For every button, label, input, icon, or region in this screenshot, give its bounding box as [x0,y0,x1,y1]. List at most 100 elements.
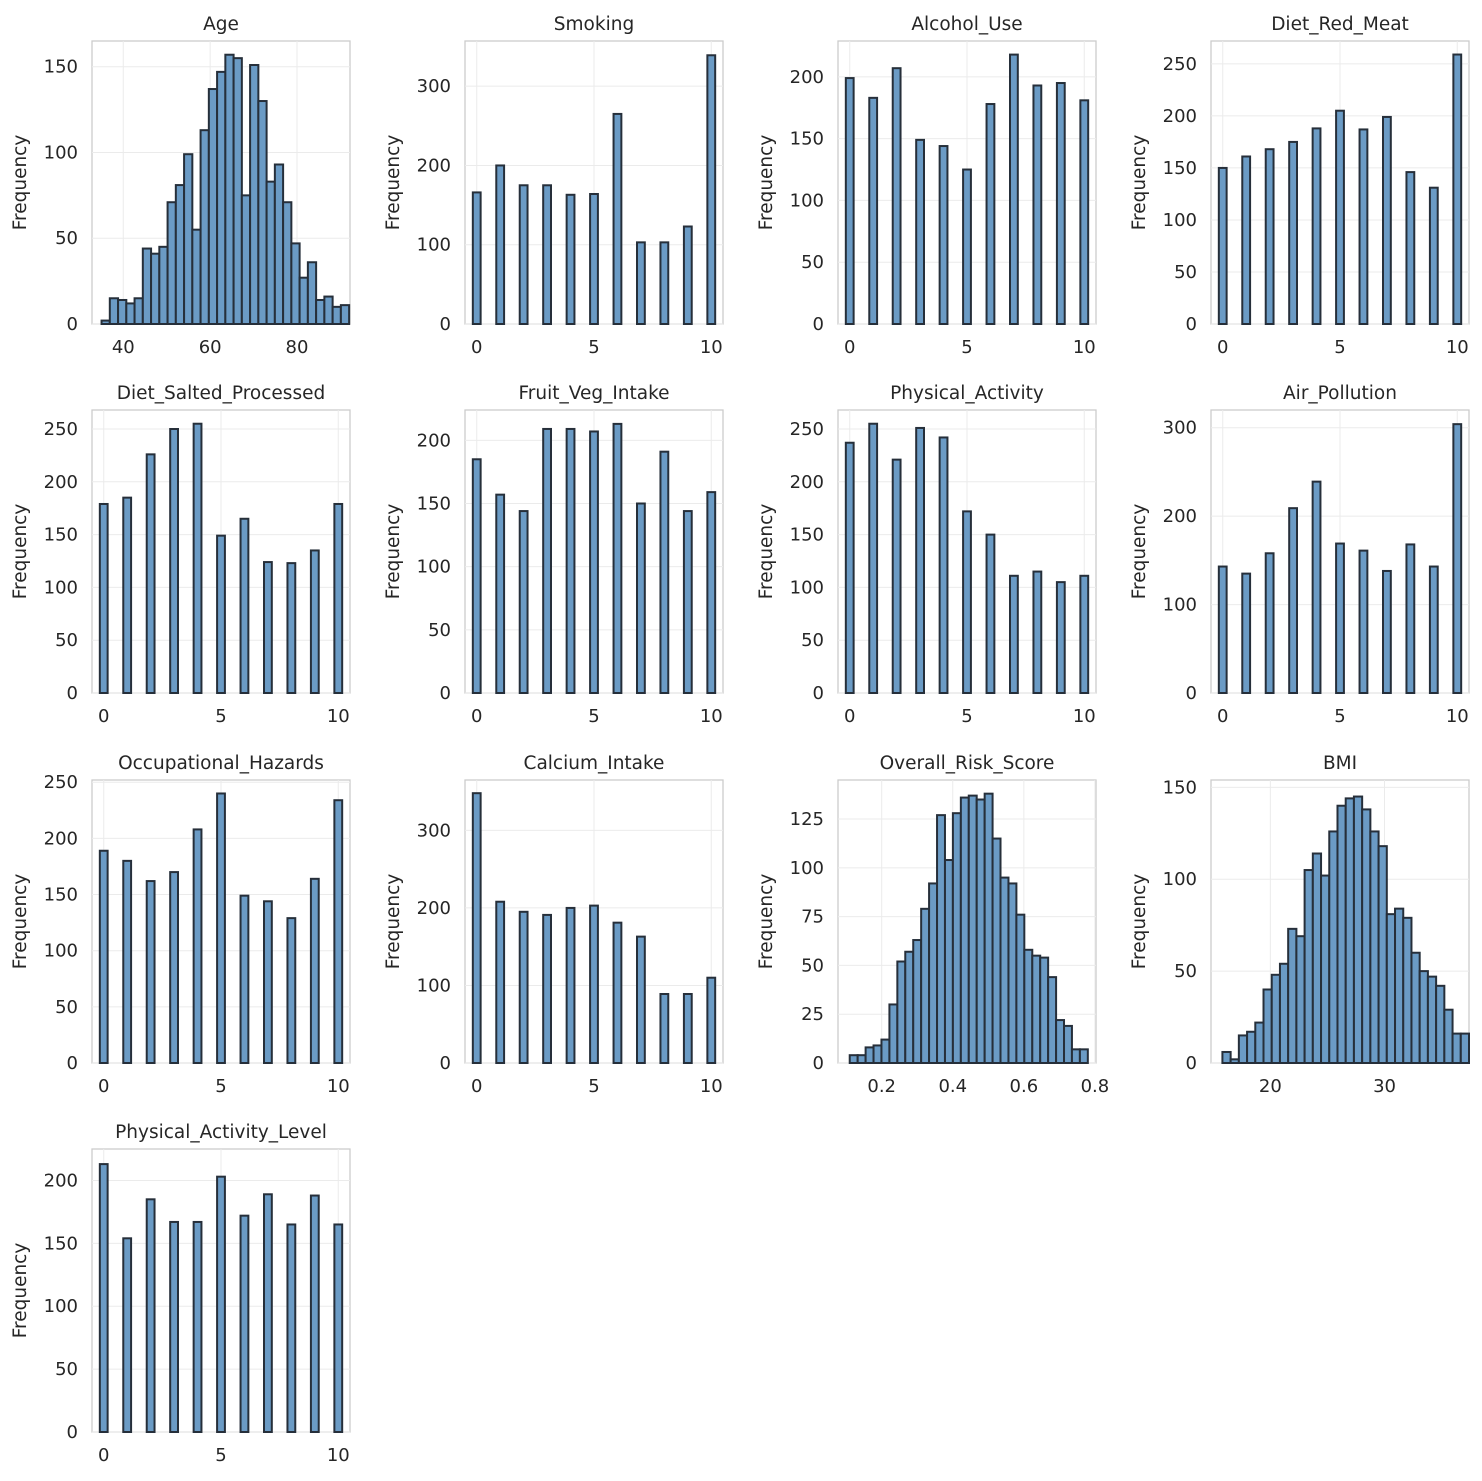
x-tick-label: 0 [98,1076,109,1097]
histogram-bar [1032,570,1043,694]
histogram-bar [166,201,177,325]
y-axis-label: Frequency [10,504,31,600]
panel-title: Occupational_Hazards [118,753,324,774]
y-axis-label: Frequency [756,504,777,600]
histogram-bar [1237,1034,1249,1064]
histogram-bar [191,228,202,326]
histogram-bar [1410,951,1421,1064]
histogram-bar [938,145,949,325]
histogram-bar [1358,128,1369,325]
histogram-bar [891,458,902,694]
x-tick-label: 10 [1446,337,1469,358]
histogram-bar [108,297,120,326]
histogram-bar [117,298,128,326]
histogram-bar [1385,913,1397,1064]
y-tick-label: 100 [790,577,824,598]
histogram-bar [309,877,320,1064]
bars [98,792,344,1065]
histogram-bar [1336,804,1347,1065]
histogram-bar [1303,869,1314,1065]
y-axis-label: Frequency [10,135,31,231]
histogram-bar [216,792,226,1064]
y-tick-label: 0 [440,683,451,704]
histogram-bar [1055,82,1066,325]
y-tick-label: 100 [1163,595,1197,616]
panel-title: Diet_Salted_Processed [117,383,325,404]
histogram-bar [1377,845,1388,1064]
x-tick-label: 10 [1073,706,1096,727]
bars [98,1163,344,1434]
bars [848,792,1089,1065]
histogram-bar [518,910,529,1065]
histogram-bar [612,112,623,325]
histogram-bar [518,184,529,325]
histogram-bar [1459,1032,1470,1065]
histogram-bar [141,247,153,326]
x-tick-label: 10 [700,706,723,727]
panel-title: Fruit_Veg_Intake [518,383,669,404]
y-tick-label: 0 [1186,314,1197,335]
y-axis-label: Frequency [383,135,404,231]
histogram-bar [1217,565,1228,694]
y-tick-label: 100 [1163,869,1197,890]
histogram-bar [1055,581,1066,694]
panel-title: Overall_Risk_Score [880,753,1055,774]
x-tick-label: 5 [588,337,599,358]
x-tick-label: 60 [199,337,222,358]
histogram-bar [891,67,902,325]
y-tick-label: 150 [44,57,78,78]
histogram-bar [565,906,576,1065]
y-tick-label: 300 [417,820,451,841]
x-tick-label: 0 [98,1445,109,1466]
histogram-bar [565,427,576,694]
y-tick-label: 150 [44,1233,78,1254]
histogram-bar [1063,1024,1073,1064]
x-tick-label: 0 [471,706,482,727]
y-tick-label: 100 [1163,210,1197,231]
histogram-bar [1009,574,1019,694]
histogram-bar [1426,975,1438,1065]
histogram-bar [706,976,717,1065]
histogram-bar [1221,1050,1232,1064]
histogram-bar [1264,552,1275,694]
histogram-bar [1311,480,1322,694]
histogram-bar [1452,53,1463,326]
histogram-bar [309,549,320,694]
y-tick-label: 100 [417,975,451,996]
panel-0: 0 50 100 150 40 60 80 Age Frequency [10,14,351,358]
x-tick-label: 5 [215,1076,226,1097]
histogram-bar [1070,1048,1081,1064]
bars [1221,795,1470,1065]
histogram-bar [1246,1030,1257,1065]
histogram-bar [232,57,243,325]
y-axis-label: Frequency [1129,504,1150,600]
histogram-bar [896,960,907,1064]
x-tick-label: 5 [961,337,972,358]
histogram-bar [309,1194,320,1433]
histogram-bar [1007,882,1018,1065]
histogram-bar [1262,988,1273,1065]
histogram-bar [880,1038,891,1065]
y-tick-label: 100 [790,190,824,211]
histogram-bar [706,54,717,325]
y-tick-label: 250 [1163,54,1197,75]
histogram-bar [682,992,693,1064]
histogram-bar [169,428,179,694]
histogram-bar [495,900,506,1064]
histogram-bar [959,796,970,1064]
histogram-bar [216,534,226,695]
y-tick-label: 200 [1163,506,1197,527]
histogram-bar [542,427,552,694]
histogram-bar [471,458,482,694]
x-tick-label: 10 [327,1445,350,1466]
x-tick-label: 0 [844,706,855,727]
histogram-bar [636,241,646,325]
histogram-bar [1344,797,1355,1065]
histogram-bar [659,450,670,694]
histogram-bar [199,129,210,325]
histogram-bar [1382,115,1392,325]
y-tick-label: 200 [1163,106,1197,127]
y-axis-label: Frequency [10,874,31,970]
histogram-bar [1358,549,1369,694]
panel-title: BMI [1323,753,1357,774]
